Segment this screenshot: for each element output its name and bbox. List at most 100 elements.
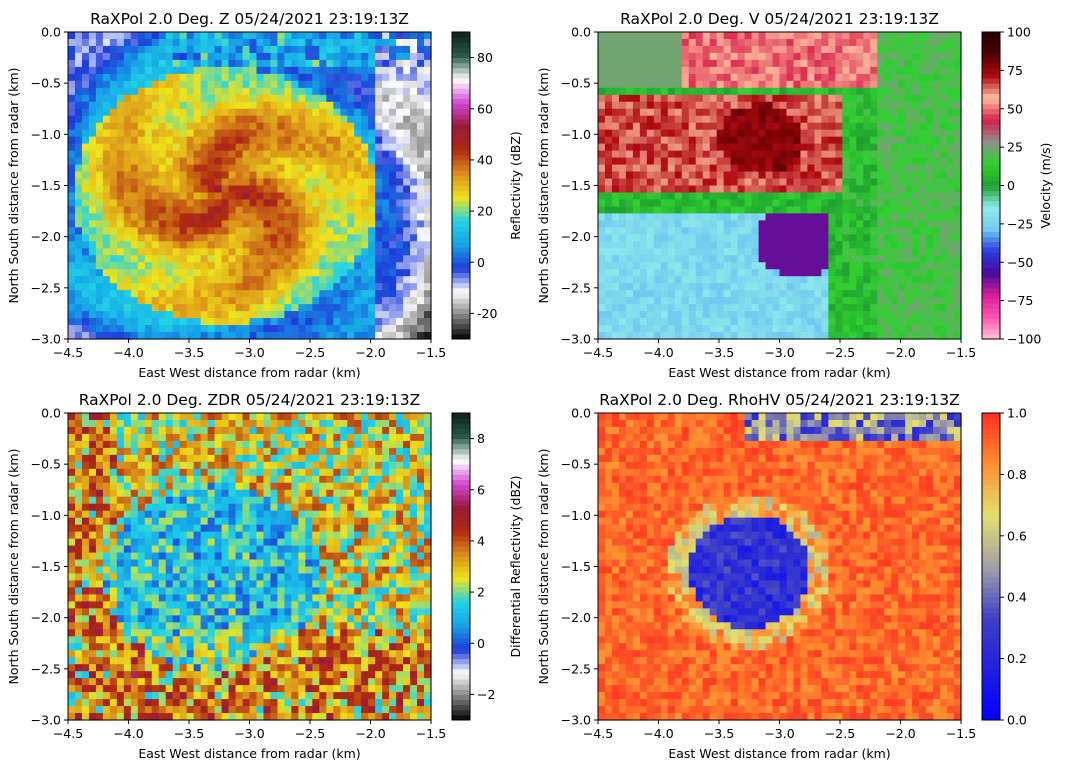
heatmap-cell xyxy=(611,304,620,312)
heatmap-cell xyxy=(319,311,327,319)
heatmap-cell xyxy=(116,108,125,117)
heatmap-cell xyxy=(137,276,146,284)
heatmap-cell xyxy=(709,332,718,340)
heatmap-cell xyxy=(604,87,613,96)
heatmap-cell xyxy=(800,255,809,263)
heatmap-cell xyxy=(604,213,613,221)
heatmap-cell xyxy=(340,87,348,96)
heatmap-cell xyxy=(786,220,795,228)
heatmap-cell xyxy=(95,433,104,442)
heatmap-cell xyxy=(270,38,279,47)
heatmap-cell xyxy=(681,318,690,326)
heatmap-cell xyxy=(361,227,369,235)
heatmap-cell xyxy=(660,332,669,340)
heatmap-cell xyxy=(410,325,418,333)
heatmap-cell xyxy=(758,269,767,277)
heatmap-cell xyxy=(646,297,655,305)
heatmap-cell xyxy=(828,255,836,263)
heatmap-cell xyxy=(611,94,620,103)
heatmap-cell xyxy=(926,325,934,333)
heatmap-cell xyxy=(221,171,230,180)
heatmap-cell xyxy=(305,276,313,284)
heatmap-cell xyxy=(109,66,118,75)
heatmap-cell xyxy=(954,276,962,284)
heatmap-cell xyxy=(625,136,634,145)
heatmap-cell xyxy=(242,94,251,103)
heatmap-cell xyxy=(137,52,146,61)
heatmap-cell xyxy=(919,192,927,201)
heatmap-cell xyxy=(646,171,655,180)
heatmap-cell xyxy=(165,45,174,54)
heatmap-cell xyxy=(807,108,815,117)
heatmap-cell xyxy=(611,122,620,131)
heatmap-cell xyxy=(856,311,864,319)
heatmap-cell xyxy=(716,241,725,249)
heatmap-cell xyxy=(305,178,313,187)
heatmap-cell xyxy=(598,171,606,180)
heatmap-cell xyxy=(758,45,767,54)
heatmap-cell xyxy=(151,220,160,228)
heatmap-cell xyxy=(291,73,299,82)
heatmap-cell xyxy=(947,59,955,68)
heatmap-cell xyxy=(389,129,397,138)
heatmap-cell xyxy=(954,87,962,96)
heatmap-cell xyxy=(193,45,202,54)
heatmap-cell xyxy=(88,241,97,249)
panel-z: RaXPol 2.0 Deg. Z 05/24/2021 23:19:13Z−4… xyxy=(6,10,523,380)
heatmap-cell xyxy=(618,164,627,173)
heatmap-cell xyxy=(242,157,251,166)
heatmap-cell xyxy=(68,73,76,82)
heatmap-cell xyxy=(758,66,767,75)
heatmap-cell xyxy=(235,45,244,54)
heatmap-cell xyxy=(291,262,299,270)
heatmap-cell xyxy=(611,164,620,173)
heatmap-cell xyxy=(737,185,746,194)
heatmap-cell xyxy=(765,234,774,242)
heatmap-cell xyxy=(270,419,279,428)
heatmap-cell xyxy=(779,101,788,110)
x-axis-label: East West distance from radar (km) xyxy=(668,365,890,380)
heatmap-cell xyxy=(933,290,941,298)
heatmap-cell xyxy=(403,220,411,228)
heatmap-cell xyxy=(81,220,90,228)
heatmap-cell xyxy=(186,129,195,138)
heatmap-cell xyxy=(403,413,411,421)
heatmap-cell xyxy=(828,45,836,54)
heatmap-cell xyxy=(123,178,132,187)
heatmap-cell xyxy=(723,318,732,326)
heatmap-cell xyxy=(667,185,676,194)
heatmap-cell xyxy=(604,206,613,215)
heatmap-cell xyxy=(807,262,815,270)
heatmap-cell xyxy=(737,136,746,145)
heatmap-cell xyxy=(632,311,641,319)
heatmap-cell xyxy=(667,129,676,138)
heatmap-cell xyxy=(291,143,299,152)
heatmap-cell xyxy=(632,45,641,54)
heatmap-cell xyxy=(256,413,265,421)
heatmap-cell xyxy=(193,122,202,131)
heatmap-cell xyxy=(130,122,139,131)
heatmap-cell xyxy=(137,129,146,138)
heatmap-cell xyxy=(884,87,892,96)
heatmap-cell xyxy=(207,38,216,47)
heatmap-cell xyxy=(228,143,237,152)
heatmap-cell xyxy=(604,45,613,54)
heatmap-cell xyxy=(674,192,683,201)
heatmap-cell xyxy=(940,276,948,284)
heatmap-cell xyxy=(870,206,878,215)
heatmap-cell xyxy=(424,52,432,61)
heatmap-cell xyxy=(116,318,125,326)
heatmap-cell xyxy=(382,234,390,242)
heatmap-cell xyxy=(144,192,153,201)
heatmap-cell xyxy=(835,311,843,319)
heatmap-cell xyxy=(870,52,878,61)
colorbar-segment xyxy=(452,62,470,69)
heatmap-cell xyxy=(751,332,760,340)
heatmap-cell xyxy=(667,150,676,159)
heatmap-cell xyxy=(361,283,369,291)
heatmap-cell xyxy=(870,325,878,333)
heatmap-cell xyxy=(291,199,299,208)
heatmap-cell xyxy=(396,94,404,103)
heatmap-cell xyxy=(933,157,941,166)
heatmap-cell xyxy=(424,122,432,131)
